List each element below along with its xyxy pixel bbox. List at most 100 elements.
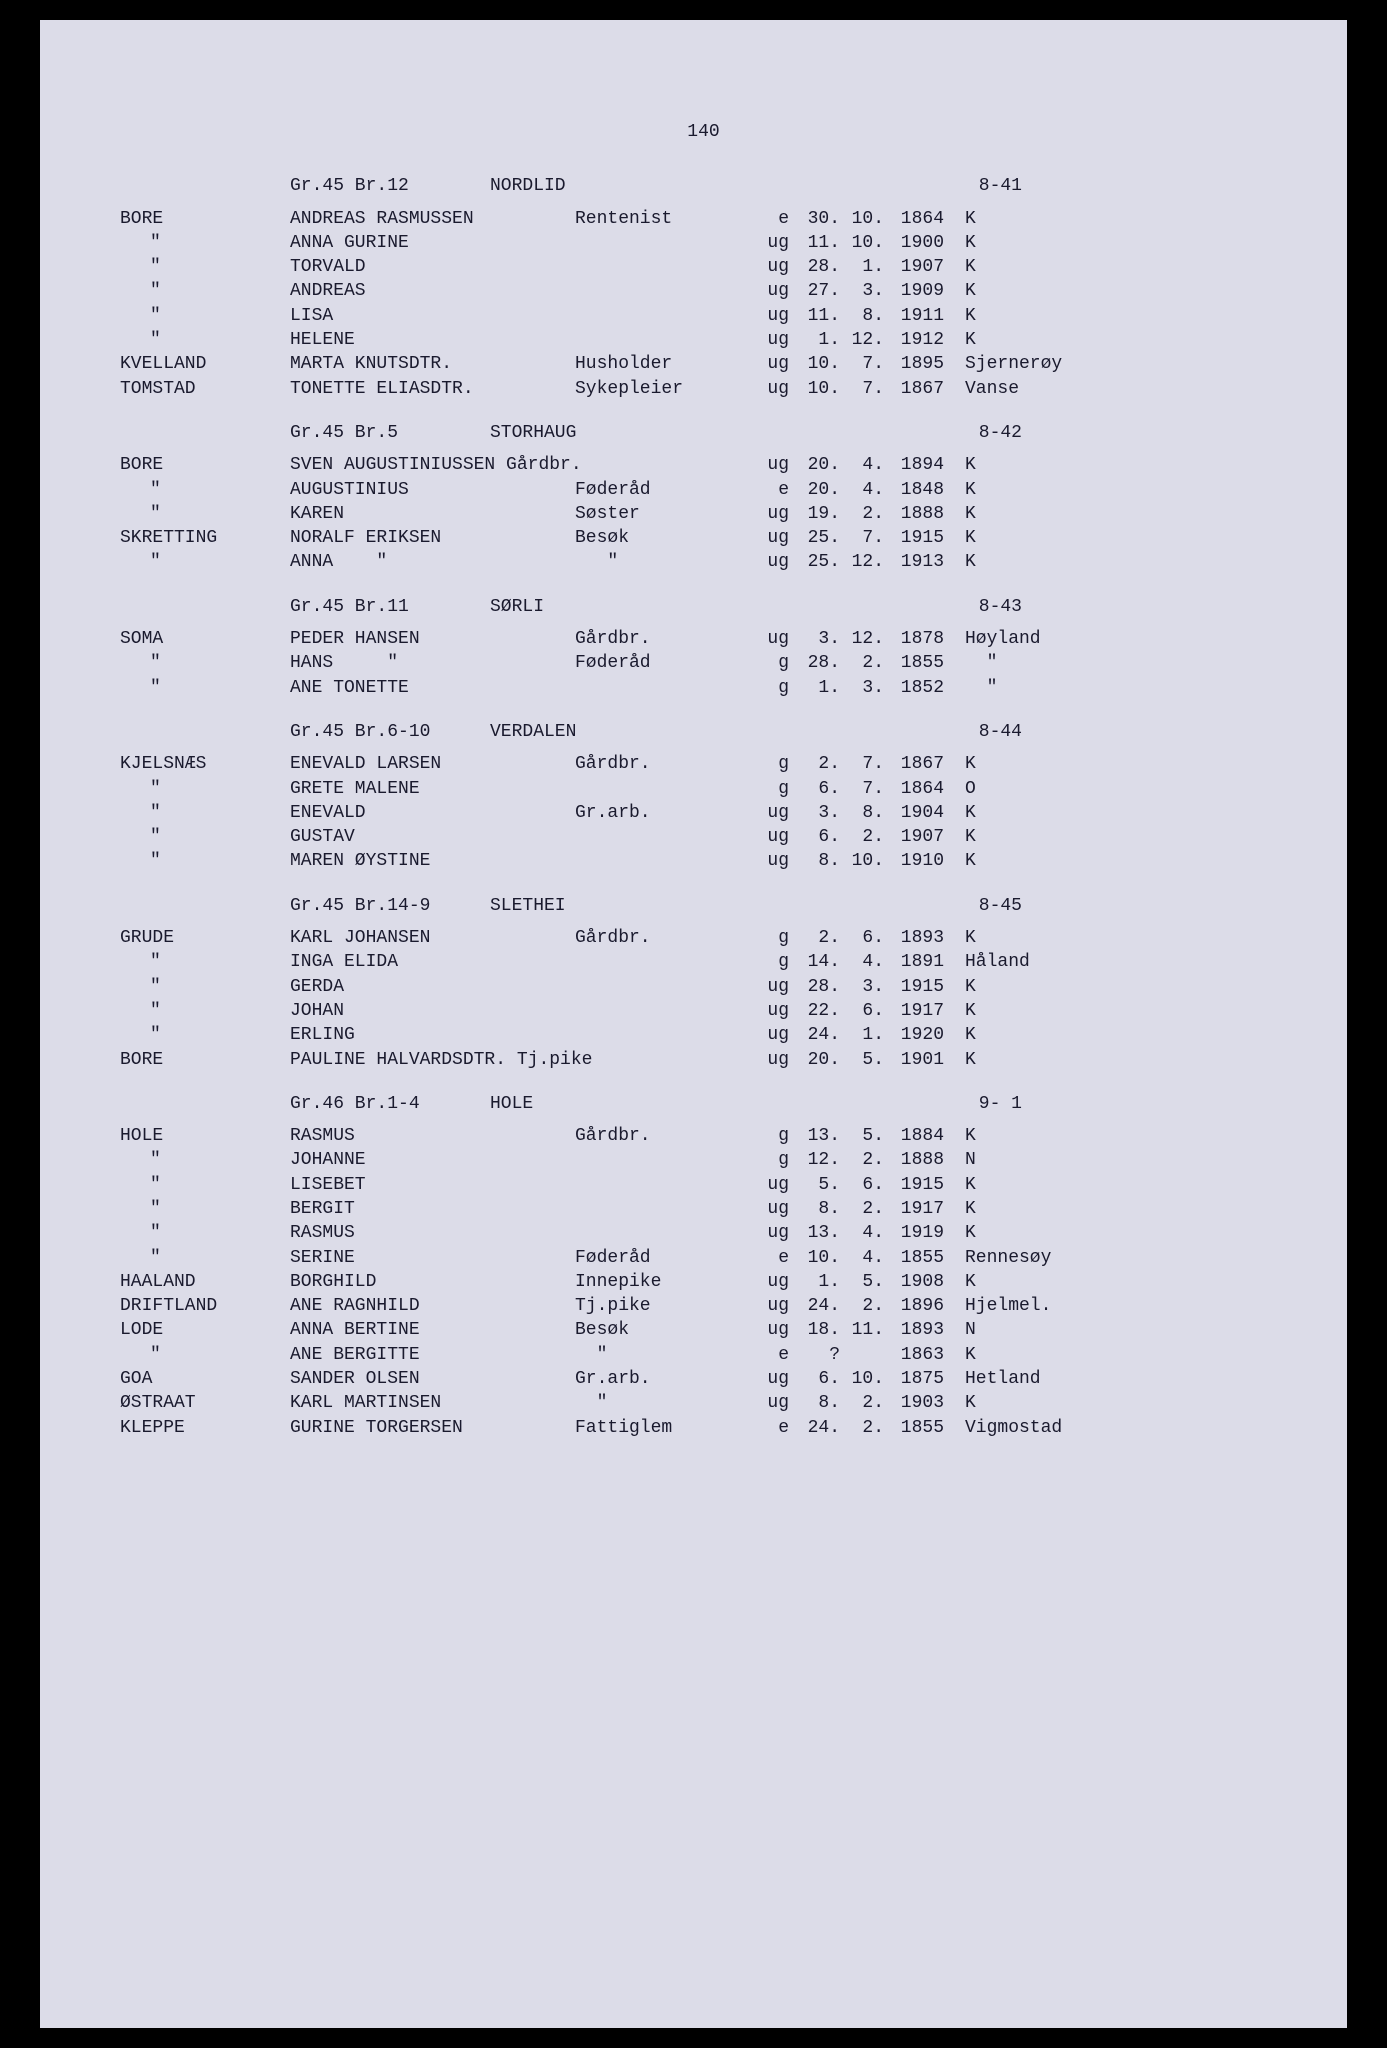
row-origin: K bbox=[965, 207, 976, 231]
row-name: MARTA KNUTSDTR. bbox=[290, 352, 575, 376]
census-row: "HELENEug1.12. 1912 K bbox=[120, 328, 1287, 352]
row-role: Besøk bbox=[575, 1318, 750, 1342]
row-day: 13. bbox=[795, 1124, 840, 1148]
row-origin: K bbox=[965, 999, 976, 1023]
row-origin: " bbox=[965, 676, 997, 700]
row-status: g bbox=[750, 926, 795, 950]
section-header: Gr.46 Br.1-4HOLE9- 1 bbox=[290, 1092, 1287, 1116]
row-name: ANE RAGNHILD bbox=[290, 1294, 575, 1318]
row-status: g bbox=[750, 676, 795, 700]
row-day: 10. bbox=[795, 1246, 840, 1270]
row-role bbox=[575, 975, 750, 999]
row-surname: KLEPPE bbox=[120, 1416, 290, 1440]
row-day: 8. bbox=[795, 849, 840, 873]
row-surname: KVELLAND bbox=[120, 352, 290, 376]
census-row: "ANDREASug27.3. 1909 K bbox=[120, 279, 1287, 303]
sections-container: Gr.45 Br.12NORDLID8-41 BORE ANDREAS RASMUS… bbox=[120, 174, 1287, 1440]
section-place: NORDLID bbox=[490, 174, 790, 198]
census-row: "SERINEFøderåde10.4. 1855 Rennesøy bbox=[120, 1246, 1287, 1270]
row-role: Gr.arb. bbox=[575, 1367, 750, 1391]
census-row: KLEPPEGURINE TORGERSENFattigleme24.2. 18… bbox=[120, 1416, 1287, 1440]
row-month bbox=[840, 1343, 890, 1367]
row-name: NORALF ERIKSEN bbox=[290, 526, 575, 550]
census-section: Gr.45 Br.5STORHAUG8-42BORESVEN AUGUSTINI… bbox=[120, 421, 1287, 575]
row-year: 1912 bbox=[890, 328, 965, 352]
row-status: e bbox=[750, 1416, 795, 1440]
row-name: KAREN bbox=[290, 502, 575, 526]
row-status: g bbox=[750, 1148, 795, 1172]
census-row: "GERDAug28.3. 1915 K bbox=[120, 975, 1287, 999]
row-year: 1867 bbox=[890, 752, 965, 776]
row-name: ANDREAS RASMUSSEN bbox=[290, 207, 575, 231]
census-row: "BERGITug8.2. 1917 K bbox=[120, 1197, 1287, 1221]
row-year: 1884 bbox=[890, 1124, 965, 1148]
row-day: 11. bbox=[795, 231, 840, 255]
census-row: "TORVALDug28.1. 1907 K bbox=[120, 255, 1287, 279]
section-grbr: Gr.45 Br.11 bbox=[290, 595, 490, 619]
row-month: 7. bbox=[840, 377, 890, 401]
row-surname: " bbox=[120, 1148, 290, 1172]
row-year: 1852 bbox=[890, 676, 965, 700]
row-month: 3. bbox=[840, 676, 890, 700]
row-name: TONETTE ELIASDTR. bbox=[290, 377, 575, 401]
row-origin: K bbox=[965, 825, 976, 849]
census-row: GOASANDER OLSENGr.arb.ug6.10. 1875 Hetla… bbox=[120, 1367, 1287, 1391]
row-role bbox=[575, 279, 750, 303]
row-day: 30. bbox=[795, 207, 840, 231]
census-row: "GRETE MALENEg6.7. 1864 O bbox=[120, 777, 1287, 801]
row-status: ug bbox=[750, 352, 795, 376]
row-surname: " bbox=[120, 255, 290, 279]
row-day: 22. bbox=[795, 999, 840, 1023]
row-name: LISA bbox=[290, 304, 575, 328]
row-year: 1907 bbox=[890, 825, 965, 849]
row-surname: " bbox=[120, 777, 290, 801]
row-name: RASMUS bbox=[290, 1221, 575, 1245]
row-day: 28. bbox=[795, 651, 840, 675]
row-surname: HAALAND bbox=[120, 1270, 290, 1294]
row-name: KARL MARTINSEN bbox=[290, 1391, 575, 1415]
row-role: " bbox=[575, 1343, 750, 1367]
row-role: Innepike bbox=[575, 1270, 750, 1294]
row-origin: Vanse bbox=[965, 377, 1019, 401]
section-ref: 8-44 bbox=[979, 720, 1022, 744]
row-day: 24. bbox=[795, 1416, 840, 1440]
census-row: HOLERASMUSGårdbr.g13.5. 1884 K bbox=[120, 1124, 1287, 1148]
census-row: "RASMUSug13.4. 1919 K bbox=[120, 1221, 1287, 1245]
row-role bbox=[575, 676, 750, 700]
census-row: "ANE BERGITTE "e? 1863 K bbox=[120, 1343, 1287, 1367]
census-row: KVELLANDMARTA KNUTSDTR.Husholderug10.7. … bbox=[120, 352, 1287, 376]
row-surname: " bbox=[120, 950, 290, 974]
row-status: ug bbox=[750, 849, 795, 873]
row-status: ug bbox=[750, 1173, 795, 1197]
row-day: 3. bbox=[795, 627, 840, 651]
row-surname: " bbox=[120, 651, 290, 675]
section-header: Gr.45 Br.12NORDLID8-41 bbox=[290, 174, 1287, 198]
row-status: ug bbox=[750, 279, 795, 303]
row-month: 7. bbox=[840, 777, 890, 801]
census-row: "GUSTAVug6.2. 1907 K bbox=[120, 825, 1287, 849]
census-row: "JOHANNEg12.2. 1888 N bbox=[120, 1148, 1287, 1172]
row-year: 1915 bbox=[890, 526, 965, 550]
section-ref: 9- 1 bbox=[979, 1092, 1022, 1116]
row-year: 1911 bbox=[890, 304, 965, 328]
row-surname: BORE bbox=[120, 1048, 290, 1072]
row-month: 7. bbox=[840, 752, 890, 776]
row-name: ENEVALD bbox=[290, 801, 575, 825]
census-row: "ANNA " "ug25.12. 1913 K bbox=[120, 550, 1287, 574]
row-month: 3. bbox=[840, 975, 890, 999]
row-surname: KJELSNÆS bbox=[120, 752, 290, 776]
row-day: 5. bbox=[795, 1173, 840, 1197]
row-surname: " bbox=[120, 1221, 290, 1245]
row-month: 8. bbox=[840, 801, 890, 825]
row-role bbox=[575, 825, 750, 849]
row-surname: TOMSTAD bbox=[120, 377, 290, 401]
census-section: Gr.45 Br.14-9SLETHEI8-45GRUDEKARL JOHANS… bbox=[120, 894, 1287, 1072]
row-month: 4. bbox=[840, 1221, 890, 1245]
census-row: HAALANDBORGHILDInnepikeug1.5. 1908 K bbox=[120, 1270, 1287, 1294]
row-origin: K bbox=[965, 926, 976, 950]
row-year: 1855 bbox=[890, 1246, 965, 1270]
row-status: g bbox=[750, 950, 795, 974]
row-name: SERINE bbox=[290, 1246, 575, 1270]
row-origin: K bbox=[965, 849, 976, 873]
row-origin: Hjelmel. bbox=[965, 1294, 1051, 1318]
